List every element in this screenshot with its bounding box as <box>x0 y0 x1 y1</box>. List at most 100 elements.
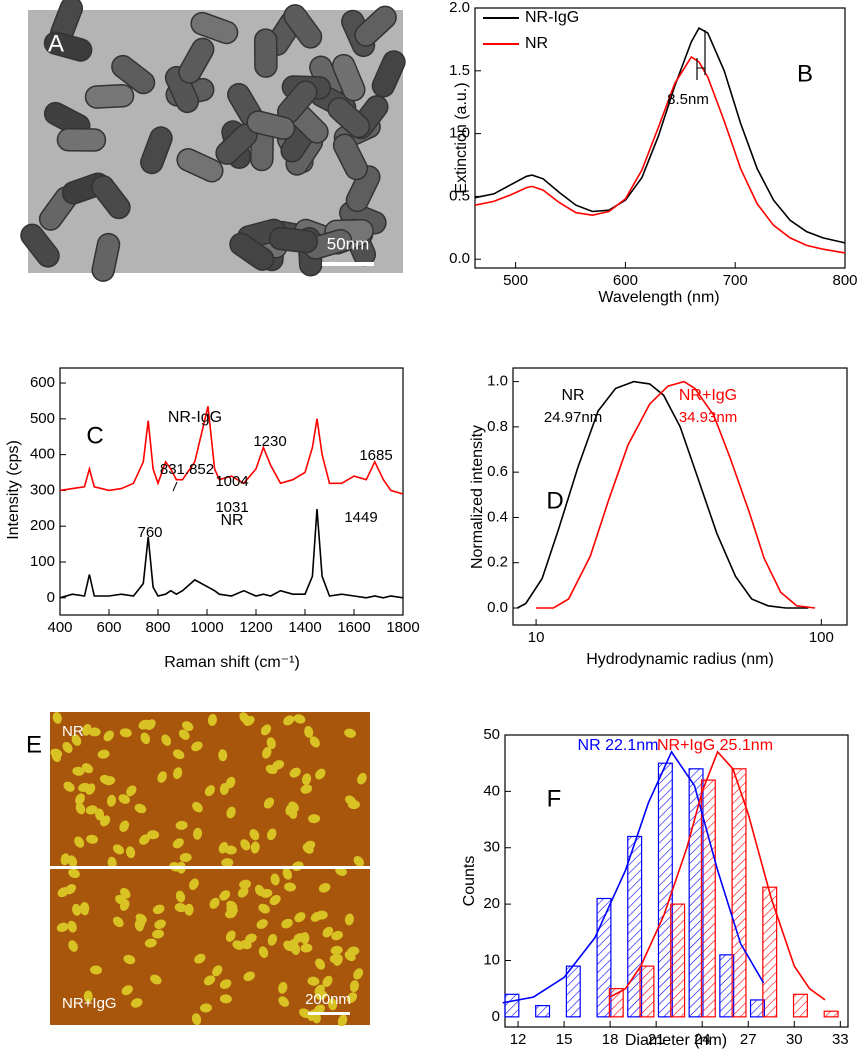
afm-particle <box>68 868 80 879</box>
afm-particle <box>322 926 334 938</box>
y-axis-label: Intensity (cps) <box>5 440 22 540</box>
afm-particle <box>308 814 321 824</box>
afm-particle <box>204 785 215 797</box>
nanorod <box>354 5 397 47</box>
nanorod <box>246 110 296 140</box>
afm-particle <box>191 741 203 752</box>
series-label: NR-IgG <box>168 409 222 426</box>
data-line <box>536 380 816 609</box>
afm-particle <box>154 919 166 930</box>
y-tick-label: 0.8 <box>487 418 508 435</box>
x-tick-label: 24 <box>694 1031 711 1048</box>
x-tick-label: 27 <box>740 1031 757 1048</box>
afm-particle <box>178 729 190 740</box>
afm-particle <box>353 968 364 980</box>
x-tick-label: 100 <box>809 629 834 646</box>
x-tick-label: 1000 <box>190 619 223 636</box>
afm-particle <box>100 815 111 827</box>
x-tick-label: 700 <box>723 272 748 289</box>
data-line <box>474 27 846 244</box>
data-line <box>502 750 765 1004</box>
afm-particle <box>72 903 82 916</box>
afm-particle <box>75 793 85 805</box>
afm-particle <box>212 965 223 977</box>
afm-particle <box>81 763 94 774</box>
afm-particle <box>218 749 228 762</box>
afm-particle <box>260 888 273 898</box>
afm-particle <box>300 932 310 945</box>
nanorod <box>164 65 200 114</box>
afm-particle <box>85 783 96 795</box>
annotation: 1230 <box>253 433 286 450</box>
y-tick-label: 0.6 <box>487 463 508 480</box>
afm-particle <box>250 841 260 854</box>
afm-particle <box>63 781 75 792</box>
afm-particle <box>289 767 301 778</box>
annotation: 34.93nm <box>679 409 737 426</box>
nanorod <box>327 97 371 139</box>
y-tick-label: 500 <box>30 410 55 427</box>
annotation: 24.97nm <box>544 409 602 426</box>
afm-particle <box>331 930 343 941</box>
nanorod <box>176 148 224 183</box>
afm-particle <box>353 855 365 867</box>
afm-particle <box>294 912 306 923</box>
afm-particle <box>309 736 320 748</box>
annotation: 760 <box>137 524 162 541</box>
panel-label: B <box>797 60 813 87</box>
afm-particle <box>74 836 85 848</box>
y-tick-label: 0 <box>492 1008 500 1025</box>
nanorod <box>91 232 121 282</box>
data-line <box>59 406 404 495</box>
x-tick-label: 400 <box>47 619 72 636</box>
afm-particle <box>302 843 314 854</box>
nanorod <box>91 175 131 220</box>
x-tick-label: 1200 <box>239 619 272 636</box>
afm-particle <box>329 954 342 964</box>
afm-particle <box>221 858 234 868</box>
afm-particle <box>300 943 313 953</box>
x-tick-label: 1400 <box>288 619 321 636</box>
data-line <box>474 55 846 254</box>
afm-particle <box>278 996 290 1007</box>
afm-particle <box>272 760 285 770</box>
x-tick-label: 500 <box>503 272 528 289</box>
afm-particle <box>72 766 85 776</box>
afm-particle <box>267 933 278 946</box>
afm-particle <box>79 903 89 916</box>
y-tick-label: 200 <box>30 517 55 534</box>
annotation: 8.5nm <box>667 91 709 108</box>
y-axis-label: Extinction (a.u.) <box>453 82 470 193</box>
afm-particle <box>119 887 131 899</box>
afm-particle <box>139 834 150 845</box>
series-label: NR+IgG 25.1nm <box>657 737 773 754</box>
afm-particle <box>157 771 167 783</box>
afm-particle <box>315 958 326 970</box>
afm-particle <box>123 954 136 965</box>
afm-particle <box>318 883 331 893</box>
x-tick-label: 15 <box>556 1031 573 1048</box>
afm-particle <box>270 873 280 886</box>
afm-particle <box>121 985 133 996</box>
afm-particle <box>263 797 275 809</box>
nanorod <box>253 28 278 78</box>
afm-particle <box>282 868 293 880</box>
nanorod <box>268 226 319 254</box>
tem-image <box>20 0 406 282</box>
afm-particle <box>175 890 186 903</box>
y-tick-label: 0.4 <box>487 508 508 525</box>
afm-particle <box>52 711 62 724</box>
afm-particle <box>219 994 232 1004</box>
afm-particle <box>301 773 312 786</box>
plot-frame <box>59 367 404 616</box>
afm-particle <box>315 768 326 780</box>
y-tick-label: 100 <box>30 553 55 570</box>
afm-particle <box>71 734 82 746</box>
histogram-bar <box>596 897 612 1018</box>
panel-label: A <box>48 30 64 57</box>
y-tick-label: 40 <box>483 782 500 799</box>
afm-particle <box>258 903 270 914</box>
afm-particle <box>239 879 252 889</box>
afm-particle <box>240 839 251 851</box>
